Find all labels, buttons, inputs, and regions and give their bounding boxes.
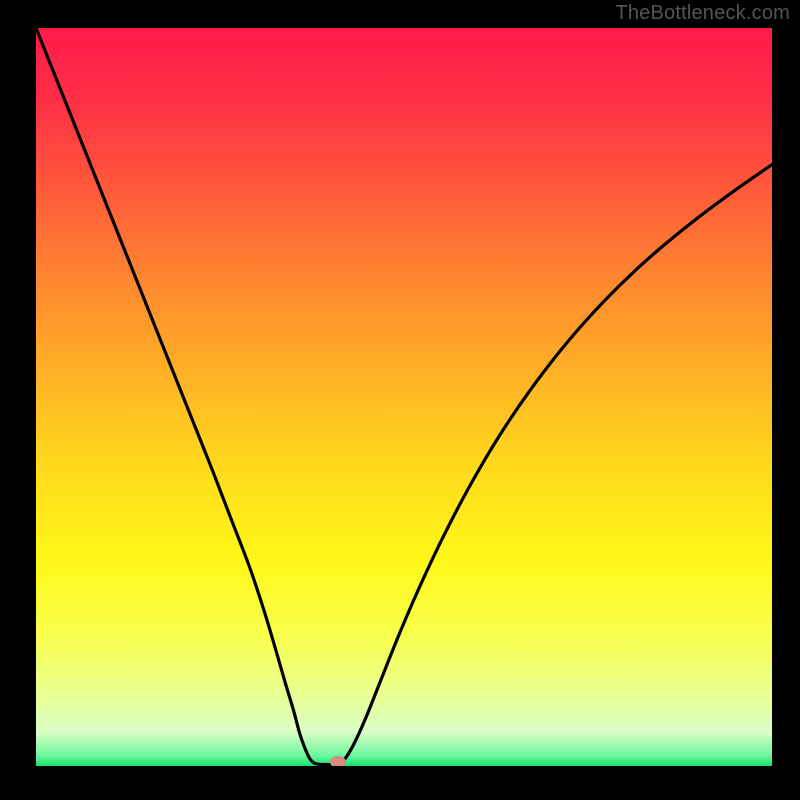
watermark-text: TheBottleneck.com — [615, 2, 790, 25]
optimum-marker — [330, 756, 346, 766]
chart-plot-area — [36, 28, 772, 766]
curve-path — [36, 28, 772, 765]
bottleneck-curve — [36, 28, 772, 766]
